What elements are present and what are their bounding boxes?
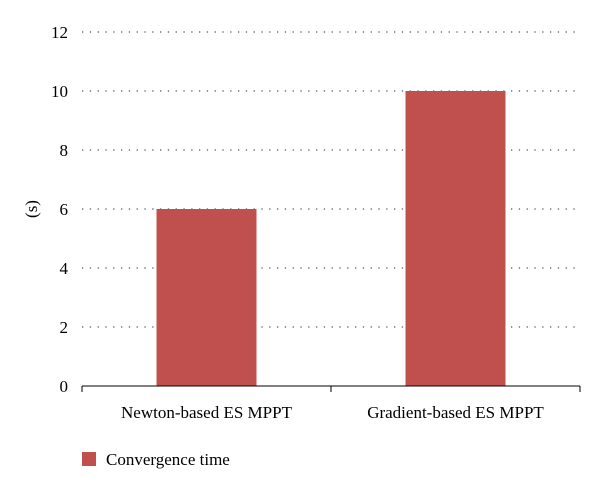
y-tick-label-6: 6 <box>60 200 69 219</box>
y-tick-label-12: 12 <box>51 23 68 42</box>
category-label-2: Gradient-based ES MPPT <box>367 403 544 422</box>
y-tick-labels: 0 2 4 6 8 10 12 <box>51 23 69 396</box>
y-tick-label-4: 4 <box>60 259 69 278</box>
category-label-1: Newton-based ES MPPT <box>121 403 293 422</box>
y-tick-label-0: 0 <box>60 377 69 396</box>
y-tick-label-8: 8 <box>60 141 69 160</box>
legend: Convergence time <box>82 450 230 469</box>
x-axis-ticks <box>81 386 581 392</box>
bar-2 <box>405 91 506 386</box>
bars <box>156 91 506 386</box>
y-tick-label-10: 10 <box>51 82 68 101</box>
bar-1 <box>156 209 257 386</box>
y-tick-label-2: 2 <box>60 318 69 337</box>
y-axis-title: (s) <box>22 200 41 218</box>
legend-swatch <box>82 452 96 466</box>
legend-label: Convergence time <box>106 450 230 469</box>
category-labels: Newton-based ES MPPT Gradient-based ES MP… <box>121 403 544 422</box>
